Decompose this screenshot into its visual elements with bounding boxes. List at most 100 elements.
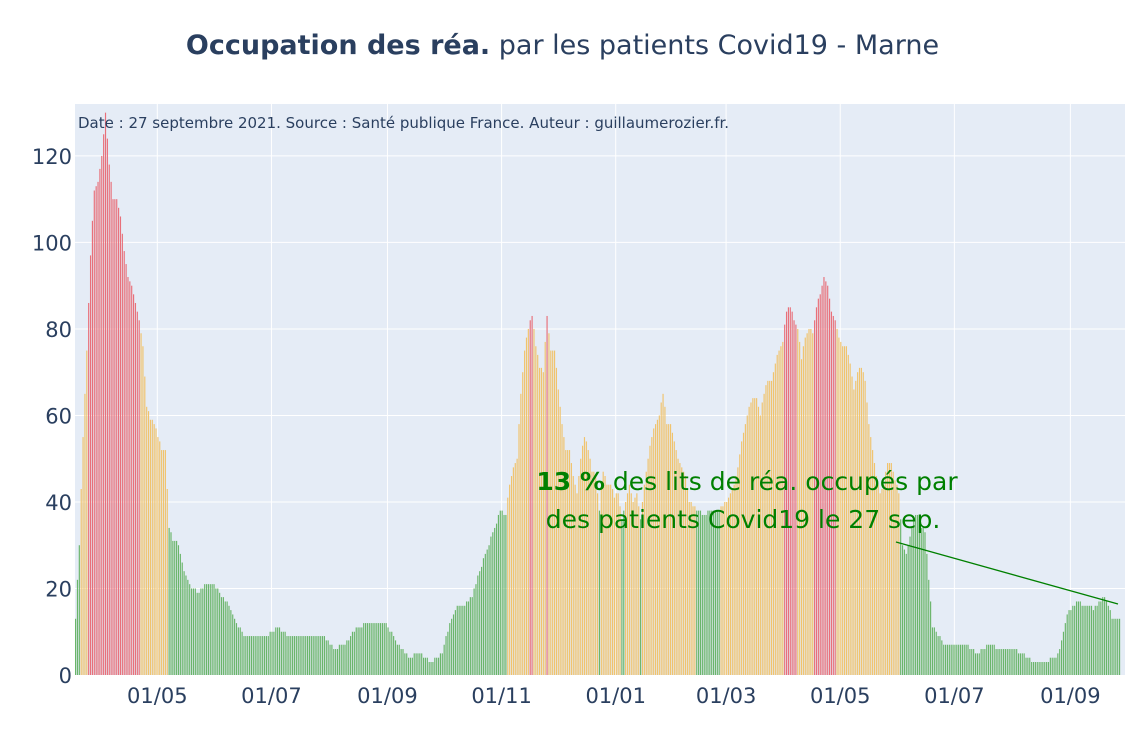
bar — [550, 350, 552, 675]
bar — [494, 527, 496, 675]
bar — [598, 510, 601, 675]
bar — [1003, 649, 1005, 675]
bar — [103, 134, 105, 675]
bar — [80, 488, 82, 675]
bar — [649, 445, 651, 675]
bar — [486, 549, 488, 675]
bar — [466, 601, 468, 675]
bar — [164, 450, 166, 675]
bar — [278, 627, 281, 675]
bar — [836, 328, 838, 675]
bar — [142, 346, 144, 675]
bar — [746, 415, 748, 675]
bar — [967, 644, 969, 675]
bar — [705, 514, 707, 675]
bar — [772, 372, 775, 675]
bar — [1010, 649, 1012, 675]
bar — [1004, 649, 1007, 675]
bar — [215, 588, 217, 675]
bar — [282, 631, 284, 675]
bar — [623, 510, 625, 675]
bar — [118, 207, 120, 675]
bar — [97, 181, 99, 676]
bar — [224, 601, 226, 675]
bar — [514, 463, 516, 675]
bar — [168, 527, 170, 675]
bar — [754, 398, 756, 675]
bar — [396, 644, 398, 675]
bar — [838, 337, 840, 675]
bar — [86, 350, 88, 675]
bar — [290, 636, 292, 675]
bar — [935, 631, 937, 675]
bar — [473, 588, 475, 675]
bar — [123, 251, 125, 675]
bar — [376, 623, 378, 675]
bar — [894, 480, 896, 675]
bar — [986, 644, 988, 675]
bar — [385, 623, 387, 675]
bar — [467, 601, 470, 675]
bar — [357, 627, 359, 675]
bar — [763, 393, 765, 675]
bar — [568, 450, 571, 675]
bar — [737, 467, 739, 675]
bar — [434, 657, 436, 675]
bar — [462, 605, 464, 675]
bar — [325, 640, 327, 675]
bar — [344, 644, 346, 675]
bar — [638, 506, 640, 675]
bar — [1061, 640, 1063, 675]
bar — [228, 605, 230, 675]
bar — [198, 592, 200, 675]
bar — [907, 545, 909, 675]
bar — [378, 623, 380, 675]
bar — [121, 233, 123, 675]
bar — [576, 493, 578, 675]
bar — [887, 463, 889, 675]
bar — [995, 649, 997, 675]
bar — [116, 199, 118, 676]
bar — [843, 346, 846, 675]
bar — [353, 631, 355, 675]
bar — [518, 424, 520, 675]
bar — [617, 493, 619, 675]
bar — [104, 112, 107, 675]
bar — [696, 510, 698, 675]
bar — [477, 575, 479, 675]
bar — [93, 190, 95, 675]
bar — [297, 636, 299, 675]
bar — [286, 636, 288, 675]
bar — [1021, 653, 1023, 675]
bar — [131, 285, 133, 675]
bar — [653, 428, 655, 675]
bar — [1072, 605, 1074, 675]
bar — [424, 657, 427, 675]
bar — [250, 636, 253, 675]
bar — [213, 584, 215, 675]
bar — [879, 493, 881, 675]
bar — [593, 471, 595, 675]
bar — [166, 488, 168, 675]
bar — [611, 488, 614, 675]
bar — [394, 640, 397, 675]
bar — [954, 644, 956, 675]
bar — [540, 367, 543, 675]
bar — [716, 510, 718, 675]
bar — [656, 419, 659, 675]
bar — [608, 484, 610, 675]
bar — [219, 592, 221, 675]
bar — [316, 636, 318, 675]
bar — [119, 216, 122, 675]
bar — [937, 636, 939, 675]
bar — [217, 588, 219, 675]
bar — [675, 450, 677, 675]
bar — [553, 350, 556, 675]
bar — [857, 372, 859, 675]
bar — [662, 393, 664, 675]
y-tick-label: 60 — [45, 404, 72, 428]
bar — [78, 545, 80, 675]
bar — [1047, 662, 1050, 675]
bar — [815, 307, 818, 675]
bar — [939, 636, 941, 675]
